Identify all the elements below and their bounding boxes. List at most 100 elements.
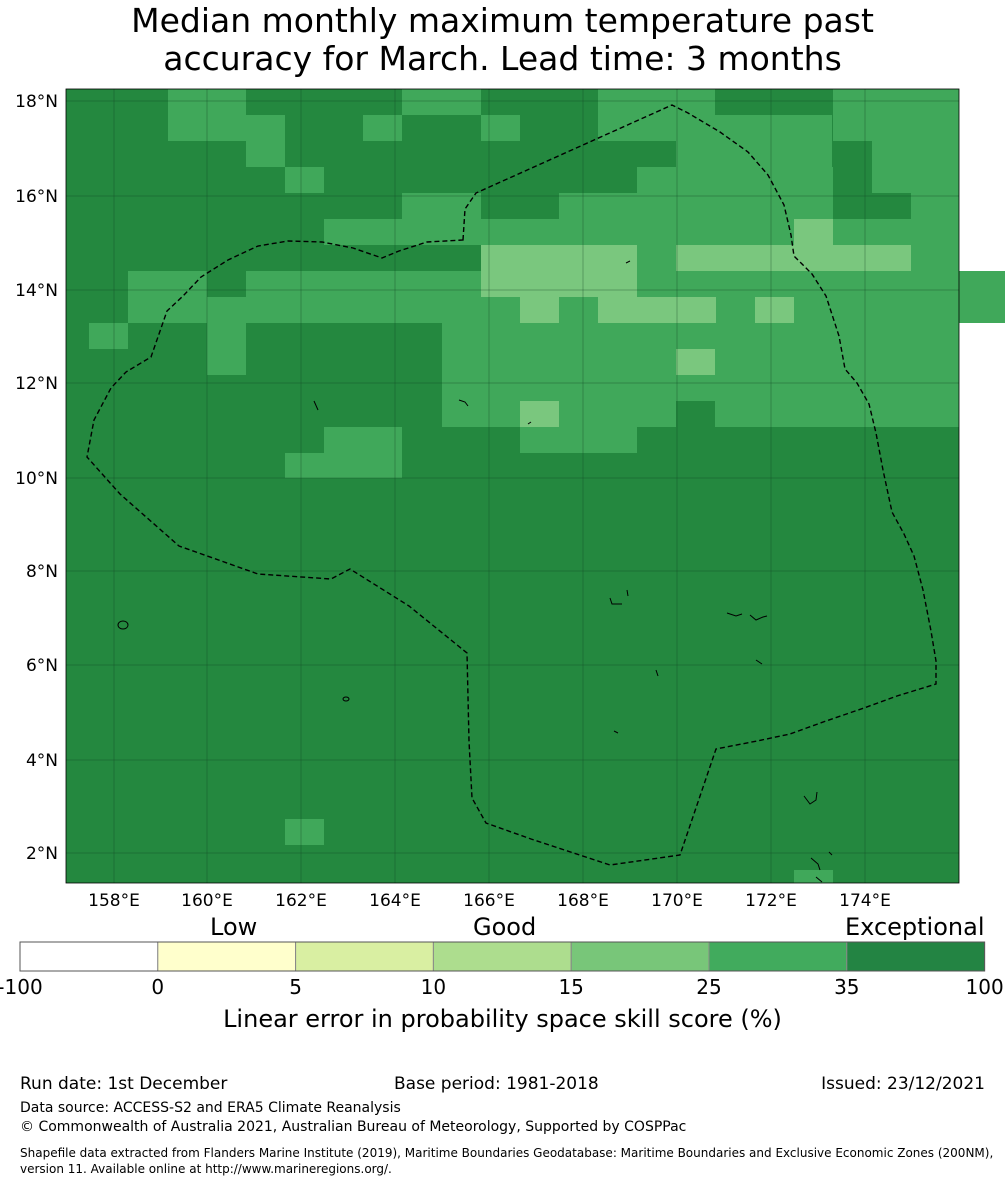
shapefile-credit-2: version 11. Available online at http://w… (20, 1162, 392, 1176)
skill-cell (911, 245, 959, 271)
colorbar-tick-label: 10 (420, 975, 447, 999)
eez-boundary-line (86, 104, 937, 866)
skill-cell (911, 193, 959, 219)
skill-cell (246, 115, 285, 167)
latitude-tick-label: 10°N (15, 469, 58, 489)
run-date: Run date: 1st December (20, 1074, 228, 1094)
skill-cell (402, 193, 481, 219)
skill-cell (168, 89, 246, 141)
colorbar-segment (708, 941, 848, 972)
skill-cell (637, 245, 676, 271)
base-period: Base period: 1981-2018 (394, 1074, 599, 1094)
colorbar-segment (295, 941, 434, 972)
colorbar-segment (19, 941, 159, 972)
skill-cell (598, 297, 716, 323)
skill-cell (794, 870, 833, 883)
longitude-tick-label: 164°E (369, 891, 421, 911)
colorbar-tick-label: 25 (696, 975, 722, 999)
graticule (66, 89, 959, 883)
latitude-tick-label: 2°N (26, 844, 58, 864)
skill-cell (715, 115, 832, 167)
colorbar-segment (570, 941, 710, 972)
title-line-1: Median monthly maximum temperature past (131, 1, 874, 40)
island (626, 589, 629, 597)
colorbar-label-good: Good (473, 913, 537, 941)
longitude-tick-label: 162°E (275, 891, 327, 911)
island (625, 260, 631, 264)
map-frame (65, 88, 960, 884)
island (609, 597, 622, 605)
colorbar-label-low: Low (210, 913, 258, 941)
island (726, 612, 743, 617)
skill-cell (285, 819, 324, 845)
title-line-2: accuracy for March. Lead time: 3 months (163, 39, 842, 78)
skill-cell (794, 219, 833, 245)
skill-cell (598, 89, 676, 141)
skill-cell (207, 297, 246, 375)
latitude-tick-label: 8°N (26, 562, 58, 582)
skill-cell (520, 401, 559, 427)
island (803, 791, 818, 805)
skill-cell (755, 297, 794, 323)
island (815, 876, 823, 883)
colorbar-segment (157, 941, 297, 972)
colorbar (19, 941, 986, 972)
latitude-tick-label: 14°N (15, 281, 58, 301)
latitude-tick-label: 18°N (15, 92, 58, 112)
longitude-tick-label: 172°E (745, 891, 797, 911)
longitude-tick-label: 166°E (463, 891, 515, 911)
latitude-tick-label: 4°N (26, 751, 58, 771)
latitude-ticks: 18°N 16°N 14°N 12°N 10°N 8°N 6°N 4°N 2°N (15, 92, 58, 864)
longitude-ticks: 158°E 160°E 162°E 164°E 166°E 168°E 170°E 172°E… (88, 891, 891, 911)
longitude-tick-label: 174°E (839, 891, 891, 911)
skill-cell (89, 323, 128, 349)
island (755, 659, 763, 665)
skill-cell (676, 89, 715, 167)
skill-cell (559, 193, 833, 219)
colorbar-tick-label: 15 (558, 975, 584, 999)
island (458, 399, 469, 407)
islands (117, 260, 833, 883)
skill-cell (402, 89, 481, 115)
longitude-tick-label: 168°E (557, 891, 609, 911)
eez-boundary (86, 104, 937, 866)
skill-cell (324, 427, 402, 478)
island (342, 696, 350, 702)
copyright: © Commonwealth of Australia 2021, Austra… (20, 1119, 687, 1135)
skill-cell (481, 115, 520, 141)
skill-cell (676, 349, 715, 375)
chart-title: Median monthly maximum temperature past … (0, 2, 1005, 78)
skill-cell (520, 427, 637, 453)
colorbar-segment (432, 941, 572, 972)
skill-cell (285, 167, 324, 193)
island (527, 421, 532, 425)
issued-date: Issued: 23/12/2021 (821, 1074, 985, 1094)
skill-cell (559, 245, 637, 297)
skill-cell (442, 245, 481, 271)
colorbar-title: Linear error in probability space skill … (223, 1005, 782, 1033)
latitude-tick-label: 16°N (15, 187, 58, 207)
longitude-tick-label: 170°E (651, 891, 703, 911)
colorbar-segment (846, 941, 986, 972)
island (810, 857, 821, 871)
colorbar-tick-label: 5 (289, 975, 302, 999)
island (655, 669, 659, 677)
skill-cell (833, 89, 872, 141)
colorbar-tick-label: -100 (0, 975, 43, 999)
latitude-tick-label: 6°N (26, 656, 58, 676)
island (749, 614, 768, 621)
skill-cells (89, 89, 1005, 883)
skill-cell (324, 219, 792, 245)
longitude-tick-label: 158°E (88, 891, 140, 911)
skill-cell (128, 271, 207, 323)
colorbar-label-exceptional: Exceptional (845, 913, 985, 941)
shapefile-credit-1: Shapefile data extracted from Flanders M… (20, 1146, 994, 1160)
colorbar-tick-label: 35 (834, 975, 860, 999)
latitude-tick-label: 12°N (15, 374, 58, 394)
island (828, 851, 833, 856)
data-source: Data source: ACCESS-S2 and ERA5 Climate … (20, 1100, 401, 1116)
skill-cell (285, 453, 324, 478)
skill-cell (872, 89, 959, 193)
island (313, 400, 319, 411)
colorbar-outline (19, 941, 986, 972)
